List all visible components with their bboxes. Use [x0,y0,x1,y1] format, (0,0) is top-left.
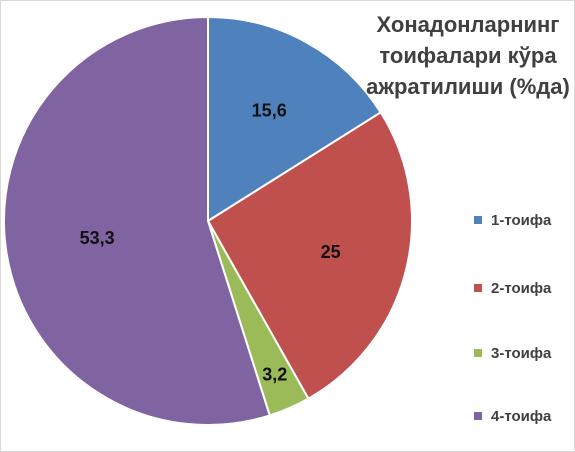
legend-label-2: 2-тоифа [491,280,552,297]
pie-slices [3,15,413,426]
legend-item-4: 4-тоифа [474,408,552,425]
legend-swatch-4 [474,412,482,420]
legend-swatch-2 [474,284,482,292]
slice-value-label-1: 15,6 [252,100,287,120]
chart-title-line-1: Хонадонларнинг [377,12,560,37]
chart-legend: 1-тоифа 2-тоифа 3-тоифа 4-тоифа [474,212,552,425]
legend-label-3: 3-тоифа [491,345,552,362]
legend-item-2: 2-тоифа [474,280,552,297]
legend-item-1: 1-тоифа [474,212,552,229]
pie-slice-1 [207,15,383,223]
pie-slice-2 [206,111,413,400]
legend-item-3: 3-тоифа [474,345,552,362]
slice-value-label-4: 53,3 [80,228,115,248]
legend-swatch-3 [474,349,482,357]
chart-title-line-3: ажратилиши (%да) [366,74,570,99]
legend-swatch-1 [474,216,482,224]
legend-label-1: 1-тоифа [491,212,552,229]
chart-title-line-2: тоифалари кўра [379,43,557,68]
slice-labels: 15,6 25 3,2 53,3 [80,100,341,384]
slice-value-label-2: 25 [321,242,341,262]
pie-slice-4 [3,15,271,426]
legend-label-4: 4-тоифа [491,408,552,425]
chart-title: Хонадонларнинг тоифалари кўра ажратилиши… [366,12,570,99]
slice-value-label-3: 3,2 [262,364,287,384]
